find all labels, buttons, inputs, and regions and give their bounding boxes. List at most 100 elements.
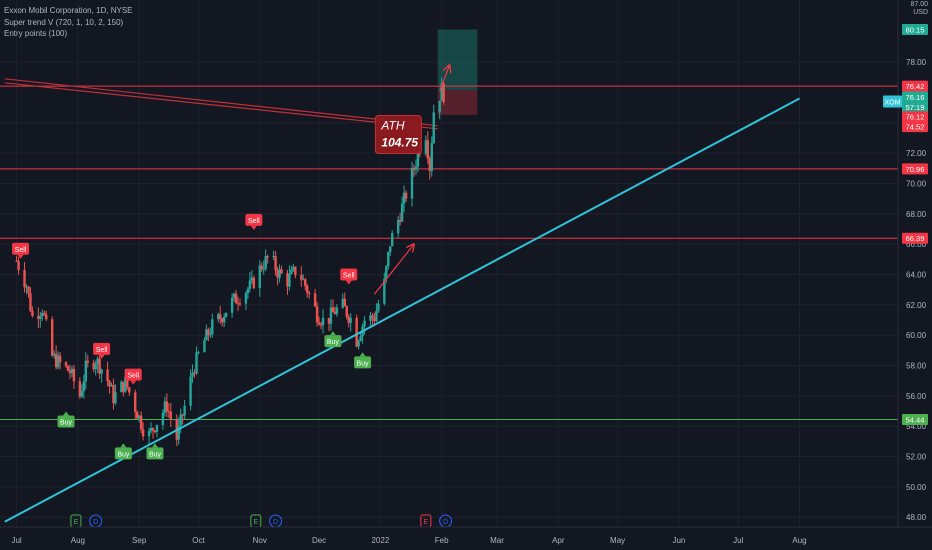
- candle-body: [110, 385, 113, 387]
- candle-body: [151, 428, 155, 431]
- candle-body: [39, 316, 42, 320]
- y-tick-label: 54.00: [906, 422, 927, 431]
- signal-label: Buy: [327, 339, 340, 346]
- event-letter: E: [74, 519, 79, 526]
- price-tag-text: 80.15: [906, 25, 925, 34]
- candle-body: [78, 381, 82, 397]
- candle-body: [236, 303, 240, 305]
- candle-body: [189, 376, 192, 406]
- buy-signal: Buy: [114, 443, 132, 460]
- signal-label-bg: [124, 368, 142, 381]
- candle-body: [96, 358, 99, 365]
- candle-body: [179, 414, 182, 426]
- event-letter: D: [93, 519, 98, 526]
- candle-body: [369, 315, 372, 321]
- candle-body: [400, 203, 404, 222]
- price-tag: 80.15: [902, 23, 928, 35]
- candle-body: [195, 352, 198, 374]
- sell-signal: Sell: [124, 368, 142, 385]
- signal-pointer: [151, 443, 158, 448]
- price-tag: 57:19: [902, 101, 928, 113]
- candle-body: [37, 315, 40, 320]
- signal-label: Sell: [248, 218, 260, 225]
- sell-signal: Sell: [12, 242, 30, 259]
- candle-body: [193, 372, 196, 374]
- price-tag-bg: [902, 121, 928, 133]
- sell-signal: Sell: [245, 213, 263, 230]
- candle-body: [211, 319, 214, 335]
- indicator-entry-points[interactable]: Entry points (100): [4, 29, 68, 38]
- candle-body: [375, 310, 378, 322]
- candle-body: [250, 277, 254, 281]
- signal-label: Sell: [15, 247, 27, 254]
- signal-pointer: [98, 354, 105, 359]
- candle-body: [126, 376, 129, 388]
- candle-body: [139, 415, 143, 430]
- candle-body: [135, 411, 139, 419]
- price-tag: 76.12: [902, 111, 928, 123]
- price-tag-bg: [902, 23, 928, 35]
- candle-body: [238, 303, 242, 305]
- candle-body: [147, 430, 151, 437]
- time-axis-bg: [0, 527, 932, 550]
- candle-body: [169, 411, 173, 419]
- candle-body: [357, 340, 360, 347]
- x-tick-label: Dec: [312, 536, 326, 545]
- candle-body: [120, 381, 123, 393]
- candle-body: [197, 352, 200, 354]
- candle-body: [100, 369, 103, 374]
- x-tick-label: Jul: [733, 536, 743, 545]
- candle-body: [264, 255, 267, 269]
- candle-body: [286, 273, 289, 287]
- candle-body: [335, 307, 339, 315]
- signal-pointer: [120, 443, 127, 448]
- indicator-supertrend[interactable]: Super trend V (720, 1, 10, 2, 150): [4, 17, 124, 27]
- signal-label-bg: [93, 342, 111, 355]
- y-tick-label: 62.00: [906, 301, 927, 310]
- candle-body: [260, 265, 263, 270]
- candle-body: [43, 313, 46, 315]
- candle-body: [391, 233, 394, 247]
- candle-body: [327, 317, 331, 324]
- candle-body: [29, 293, 32, 311]
- candle-body: [343, 298, 346, 307]
- signal-label-bg: [354, 356, 372, 369]
- candle-body: [389, 246, 392, 252]
- candle-body: [128, 387, 131, 393]
- candle-body: [355, 317, 358, 347]
- candle-body: [319, 324, 323, 326]
- channel-line-lower: [4, 82, 438, 130]
- price-tag-bg: [902, 111, 928, 123]
- price-tag-text: 54.44: [906, 416, 925, 425]
- candle-body: [333, 312, 337, 315]
- candle-body: [349, 317, 352, 323]
- candle-body: [141, 429, 145, 437]
- candle-body: [134, 392, 137, 412]
- trend-arrow: [439, 65, 450, 92]
- candle-body: [377, 303, 380, 311]
- y-tick-label: 50.00: [906, 483, 927, 492]
- x-tick-label: Feb: [435, 536, 449, 545]
- x-tick-label: Sep: [132, 536, 147, 545]
- candle-body: [94, 364, 97, 370]
- candle-body: [278, 269, 281, 278]
- candle-body: [15, 260, 18, 262]
- x-tick-label: Aug: [71, 536, 85, 545]
- candle-body: [82, 381, 86, 392]
- candle-body: [234, 293, 238, 304]
- price-tag-text: 66.39: [906, 234, 925, 243]
- candle-body: [430, 143, 433, 171]
- event-letter: D: [443, 519, 448, 526]
- candle-body: [383, 278, 386, 304]
- trendline: [4, 97, 800, 523]
- price-tag-bg: [902, 232, 928, 244]
- sell-signal: Sell: [93, 342, 111, 359]
- candle-body: [442, 83, 445, 102]
- signal-label: Buy: [149, 451, 162, 458]
- signal-pointer: [130, 380, 137, 385]
- candle-body: [363, 320, 366, 327]
- signal-pointer: [17, 254, 24, 259]
- symbol-title[interactable]: Exxon Mobil Corporation, 1D, NYSE: [4, 6, 133, 15]
- buy-signal: Buy: [57, 411, 75, 428]
